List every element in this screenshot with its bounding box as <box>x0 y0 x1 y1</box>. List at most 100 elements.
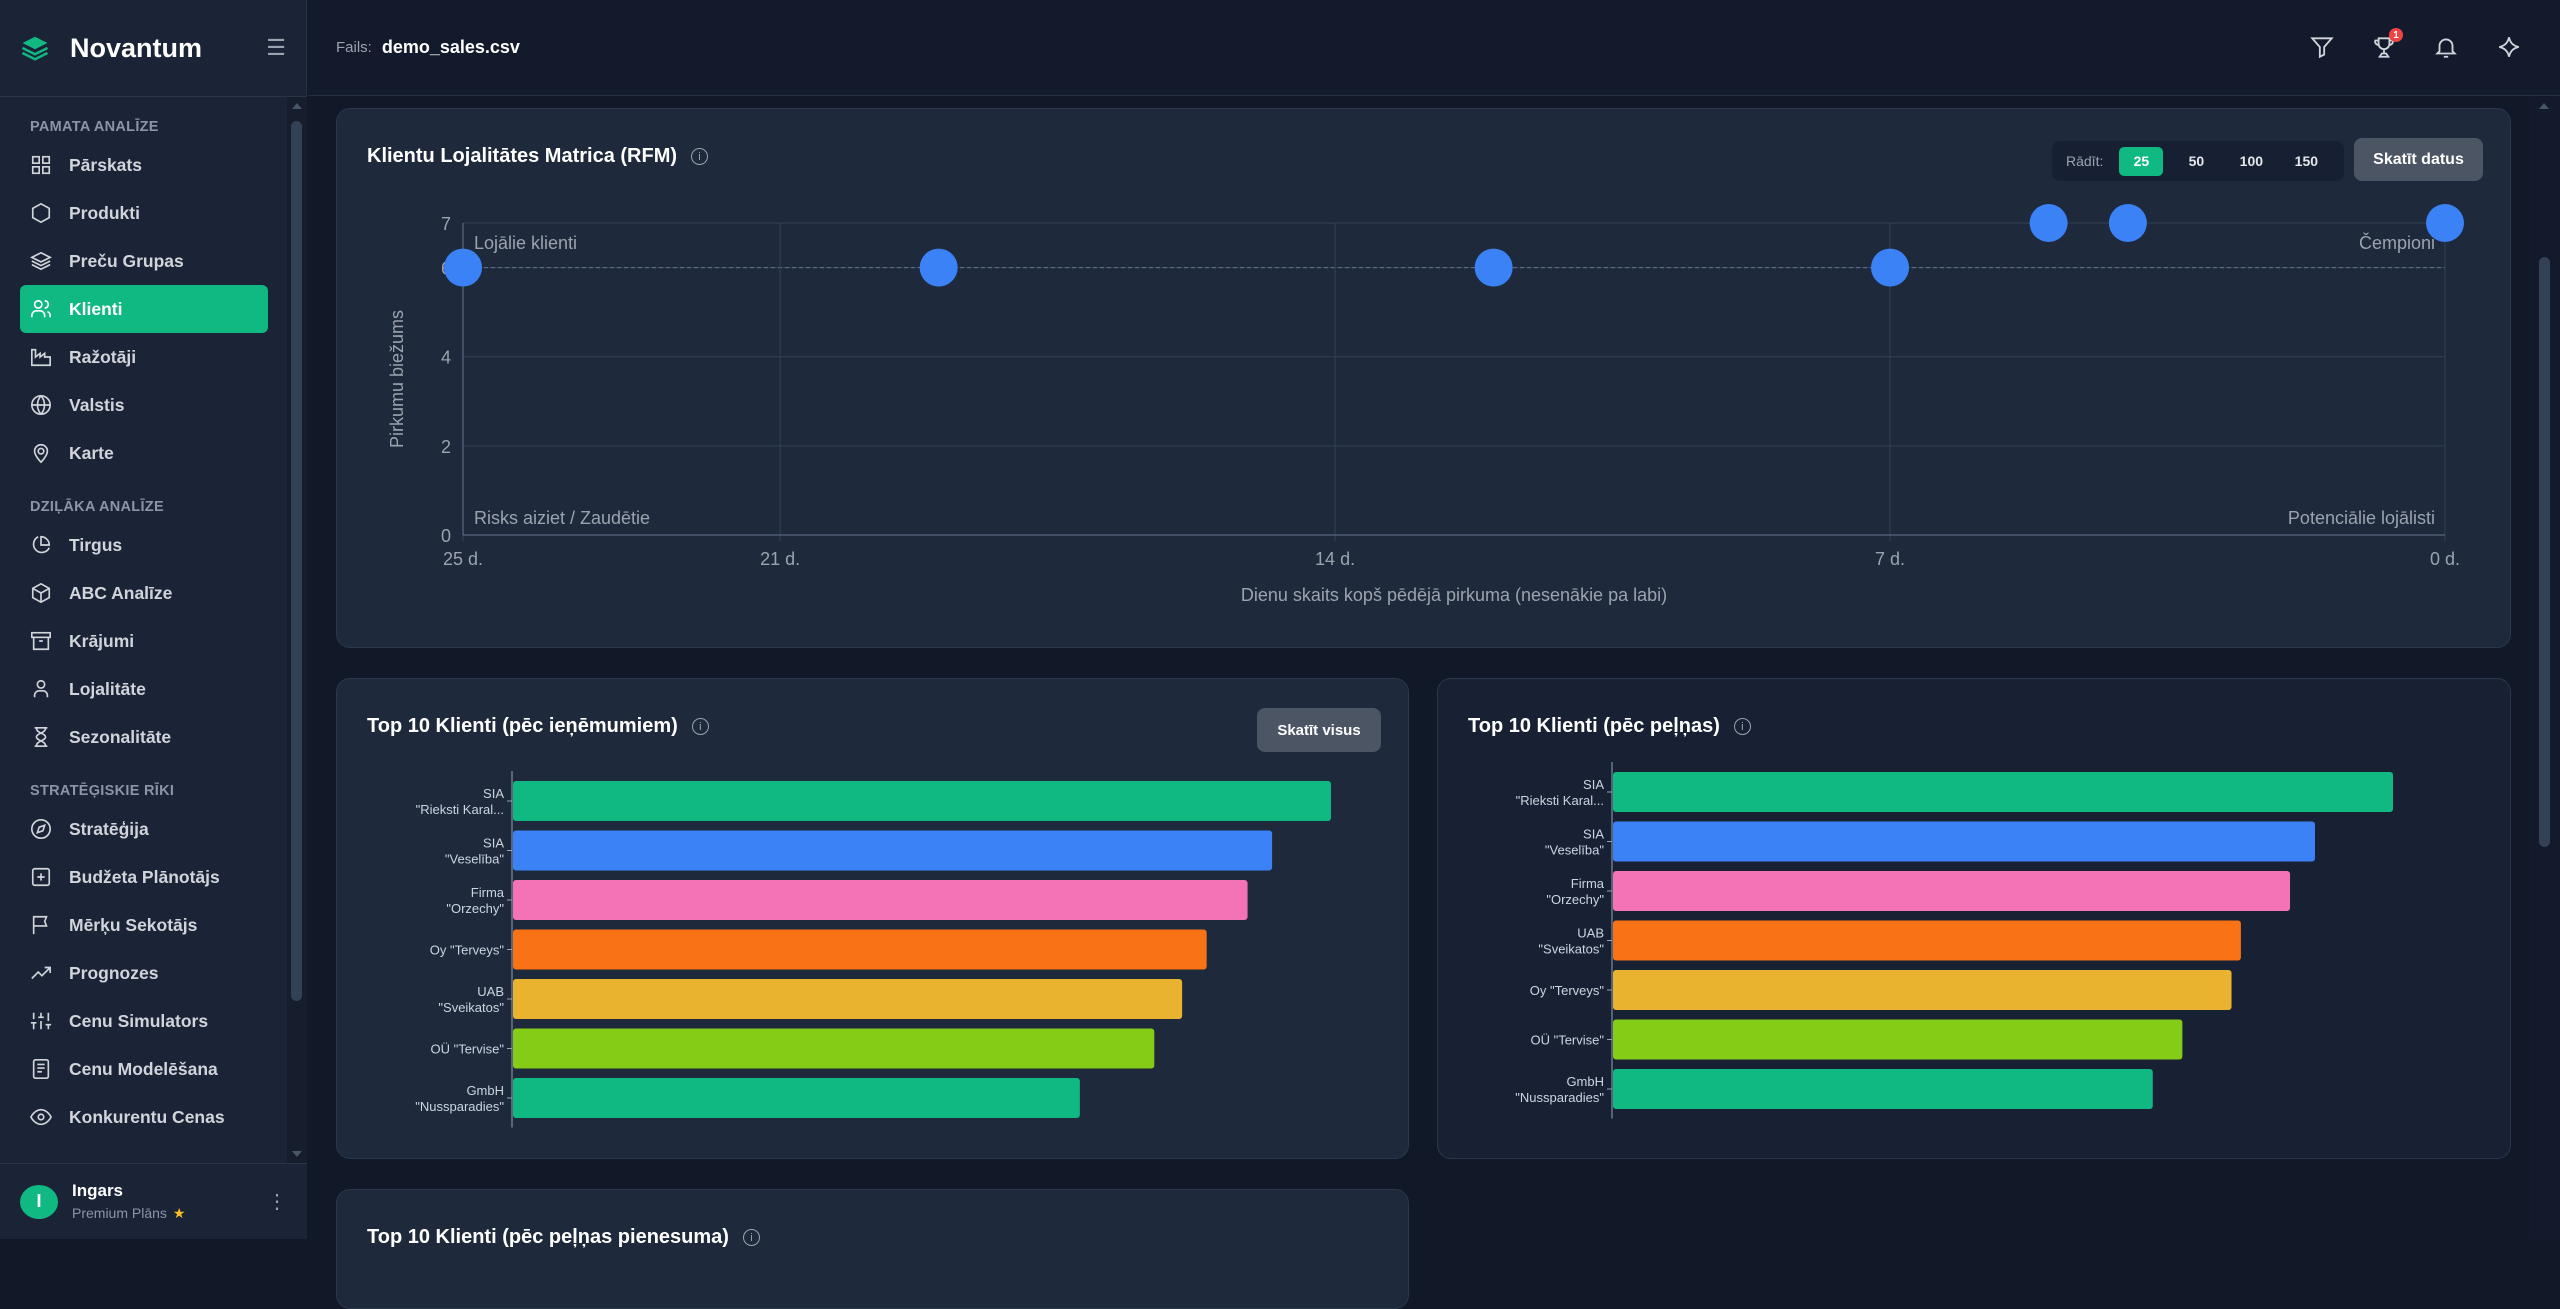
bar[interactable] <box>513 1078 1080 1118</box>
data-point[interactable] <box>444 248 482 287</box>
data-point[interactable] <box>1474 248 1513 287</box>
sidebar-item-ražotāji[interactable]: Ražotāji <box>20 333 268 381</box>
revenue-title: Top 10 Klienti (pēc ieņēmumiem) <box>367 715 678 737</box>
user-name: Ingars <box>72 1181 124 1200</box>
star-icon: ★ <box>172 1205 186 1221</box>
users-icon <box>31 299 51 318</box>
category-label: GmbH "Nussparadies" <box>1515 1074 1604 1105</box>
bar[interactable] <box>1613 821 2315 862</box>
sidebar-item-valstis[interactable]: Valstis <box>20 381 268 429</box>
pie-chart-icon <box>32 535 51 554</box>
y-tick-label: 4 <box>441 348 451 368</box>
sidebar-item-karte[interactable]: Karte <box>20 429 268 477</box>
user-profile[interactable]: I Ingars Premium Plāns ★ ⋮ <box>0 1163 307 1239</box>
info-icon[interactable]: i <box>691 718 709 735</box>
trophy-badge: 1 <box>2389 28 2403 42</box>
bar[interactable] <box>513 830 1273 871</box>
hexagon-icon <box>31 202 51 224</box>
sidebar-item-mērķu-sekotājs[interactable]: Mērķu Sekotājs <box>20 901 268 949</box>
category-label: SIA "Veselība" <box>445 836 504 867</box>
sidebar-item-stratēģija[interactable]: Stratēģija <box>20 805 268 853</box>
x-tick-label: 14 d. <box>1315 549 1355 569</box>
top-header: Fails: demo_sales.csv 1 <box>308 0 2560 96</box>
scrollbar-thumb[interactable] <box>291 121 302 1001</box>
sidebar-item-sezonalitāte[interactable]: Sezonalitāte <box>20 713 268 761</box>
brand-name: Novantum <box>70 32 203 63</box>
rfm-title: Klientu Lojalitātes Matrica (RFM) <box>367 145 678 167</box>
sparkle-icon[interactable] <box>2496 34 2522 60</box>
show-label: Rādīt: <box>2066 153 2104 169</box>
sidebar-item-produkti[interactable]: Produkti <box>20 189 268 237</box>
sidebar-item-konkurentu-cenas[interactable]: Konkurentu Cenas <box>20 1093 268 1141</box>
more-options-icon[interactable]: ⋮ <box>267 1191 287 1213</box>
view-data-button[interactable]: Skatīt datus <box>2354 138 2483 181</box>
sidebar-item-label: Konkurentu Cenas <box>69 1106 225 1127</box>
info-icon[interactable]: i <box>691 148 709 165</box>
category-label: GmbH "Nussparadies" <box>415 1083 504 1114</box>
main-scrollbar[interactable] <box>2529 97 2560 1239</box>
sidebar-item-cenu-simulators[interactable]: Cenu Simulators <box>20 997 268 1045</box>
layers-icon <box>30 251 52 271</box>
show-option-150[interactable]: 150 <box>2294 153 2319 169</box>
quadrant-top-left: Lojālie klienti <box>474 233 577 253</box>
sidebar-item-label: Produkti <box>69 202 140 223</box>
sidebar-item-label: Stratēģija <box>69 818 149 839</box>
sidebar-item-label: Cenu Simulators <box>69 1010 209 1031</box>
sidebar-item-pārskats[interactable]: Pārskats <box>20 141 268 189</box>
sidebar-item-label: Mērķu Sekotājs <box>69 914 198 935</box>
data-point[interactable] <box>2426 204 2464 242</box>
sidebar-scrollbar[interactable] <box>287 97 307 1163</box>
menu-icon[interactable]: ☰ <box>266 35 286 60</box>
data-point[interactable] <box>2029 204 2068 242</box>
sidebar-item-cenu-modelēšana[interactable]: Cenu Modelēšana <box>20 1045 268 1093</box>
sidebar-item-abc-analīze[interactable]: ABC Analīze <box>20 569 268 617</box>
info-icon[interactable]: i <box>742 1229 760 1246</box>
bar[interactable] <box>1613 1019 2183 1060</box>
filter-icon[interactable] <box>2309 34 2335 60</box>
show-option-100[interactable]: 100 <box>2239 153 2264 169</box>
sidebar-item-klienti[interactable]: Klienti <box>20 285 268 333</box>
sidebar-item-label: Valstis <box>69 394 125 415</box>
y-tick-label: 0 <box>441 526 451 546</box>
category-label: SIA "Rieksti Karal... <box>416 786 505 817</box>
show-option-50[interactable]: 50 <box>2188 153 2205 169</box>
info-icon[interactable]: i <box>1733 718 1751 735</box>
show-count-selector: Rādīt: 25 50 100 150 <box>2052 141 2344 181</box>
brand: Novantum ☰ <box>0 0 306 97</box>
bar[interactable] <box>513 781 1331 821</box>
file-label: Fails: <box>336 39 372 56</box>
avatar: I <box>20 1184 58 1219</box>
sidebar-item-label: Budžeta Plānotājs <box>69 866 220 887</box>
bar[interactable] <box>1613 1069 2153 1109</box>
bar[interactable] <box>1613 970 2232 1010</box>
show-option-25[interactable]: 25 <box>2119 146 2164 176</box>
layers-logo-icon <box>21 36 49 61</box>
trophy-icon[interactable]: 1 <box>2371 28 2403 60</box>
data-point[interactable] <box>919 248 958 287</box>
flag-icon <box>32 915 48 935</box>
scrollbar-thumb[interactable] <box>2539 257 2550 847</box>
sidebar-item-krājumi[interactable]: Krājumi <box>20 617 268 665</box>
category-label: UAB "Sveikatos" <box>438 984 504 1015</box>
factory-icon <box>31 348 51 367</box>
sidebar-item-prognozes[interactable]: Prognozes <box>20 949 268 997</box>
category-label: SIA "Rieksti Karal... <box>1516 777 1605 808</box>
sidebar-item-lojalitāte[interactable]: Lojalitāte <box>20 665 268 713</box>
bar[interactable] <box>513 929 1207 970</box>
data-point[interactable] <box>2108 204 2147 242</box>
bar[interactable] <box>1613 920 2241 961</box>
sidebar-item-preču-grupas[interactable]: Preču Grupas <box>20 237 268 285</box>
bell-icon[interactable] <box>2433 34 2459 60</box>
sidebar-item-tirgus[interactable]: Tirgus <box>20 521 268 569</box>
bar[interactable] <box>1613 772 2393 812</box>
sidebar-item-budžeta-plānotājs[interactable]: Budžeta Plānotājs <box>20 853 268 901</box>
bar[interactable] <box>513 979 1183 1019</box>
bar[interactable] <box>1613 871 2291 911</box>
view-all-button[interactable]: Skatīt visus <box>1257 708 1381 752</box>
bar[interactable] <box>513 880 1248 920</box>
bar[interactable] <box>513 1028 1155 1069</box>
category-label: Oy "Terveys" <box>1530 983 1605 998</box>
rfm-scatter-chart: 0246725 d.21 d.14 d.7 d.0 d. Lojālie kli… <box>387 204 2464 605</box>
data-point[interactable] <box>1871 248 1910 287</box>
trending-up-icon <box>31 966 51 980</box>
